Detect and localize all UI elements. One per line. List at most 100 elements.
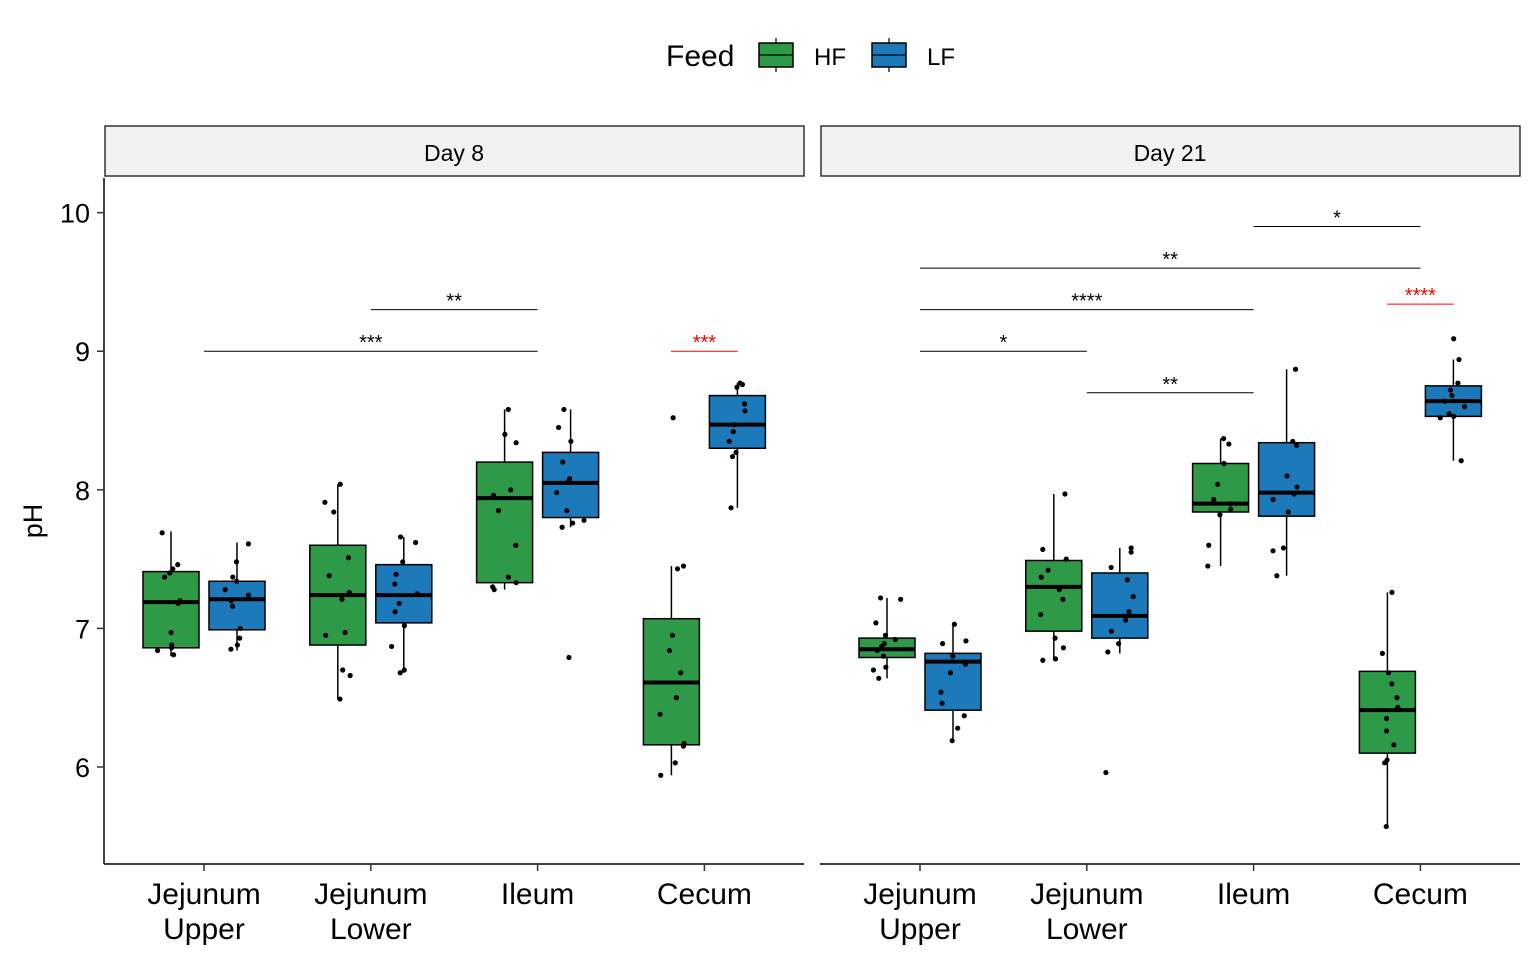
data-point xyxy=(898,596,904,602)
data-point xyxy=(342,629,348,636)
data-point xyxy=(892,636,898,643)
data-point xyxy=(939,641,946,647)
legend: Feed HF LF xyxy=(666,38,955,73)
significance-bracket: **** xyxy=(920,291,1254,313)
significance-label: ** xyxy=(1162,374,1178,396)
data-point xyxy=(1108,628,1114,634)
data-point xyxy=(1290,438,1296,444)
data-point xyxy=(326,573,332,579)
box-hf-cat2 xyxy=(475,406,534,593)
data-point xyxy=(581,517,587,523)
significance-bracket: * xyxy=(1253,208,1421,230)
data-point xyxy=(658,772,664,778)
data-point xyxy=(1442,398,1448,404)
x-tick-label-ileum: Ileum xyxy=(501,878,574,911)
data-point xyxy=(733,449,739,455)
significance-label: ** xyxy=(1162,249,1178,271)
data-point xyxy=(323,632,329,638)
data-point xyxy=(1211,496,1217,503)
data-point xyxy=(1280,545,1287,551)
data-point xyxy=(400,559,406,565)
data-point xyxy=(870,667,877,673)
y-tick-label-6: 6 xyxy=(75,753,90,783)
data-point xyxy=(730,429,736,435)
x-tick-label-line: Jejunum xyxy=(147,878,260,911)
data-point xyxy=(560,459,566,465)
significance-bracket: ** xyxy=(920,249,1421,271)
data-point xyxy=(955,725,961,731)
data-point xyxy=(880,653,887,659)
box-hf-cat2 xyxy=(1191,435,1250,569)
data-point xyxy=(175,600,181,607)
data-point xyxy=(554,489,560,496)
data-point xyxy=(1226,441,1232,447)
x-tick-label-ileum: Ileum xyxy=(1217,878,1290,911)
data-point xyxy=(1291,491,1297,497)
data-point xyxy=(337,481,343,487)
data-point xyxy=(490,492,497,498)
box-lf-cat0 xyxy=(208,541,266,652)
y-tick-label-7: 7 xyxy=(75,614,90,644)
data-point xyxy=(1103,769,1109,776)
data-point xyxy=(938,689,944,695)
data-point xyxy=(1040,657,1046,663)
data-point xyxy=(1383,715,1390,722)
box-body xyxy=(708,394,767,449)
data-point xyxy=(228,598,234,604)
significance-bracket: *** xyxy=(204,332,538,354)
data-point xyxy=(1379,650,1386,656)
y-tick-label-9: 9 xyxy=(75,337,90,367)
data-point xyxy=(322,499,328,505)
x-tick-label-jejunum-upper: Jejunum Upper xyxy=(863,878,976,946)
data-point xyxy=(1228,506,1234,512)
data-point xyxy=(1128,545,1134,551)
data-point xyxy=(739,381,746,388)
data-point xyxy=(169,645,175,651)
data-point xyxy=(1122,617,1129,623)
data-point xyxy=(1383,728,1390,734)
data-point xyxy=(1292,366,1299,372)
data-point xyxy=(1447,387,1453,393)
facet-label-day-21: Day 21 xyxy=(1134,140,1207,166)
data-point xyxy=(566,654,572,661)
data-point xyxy=(340,667,346,673)
data-point xyxy=(389,643,395,650)
data-point xyxy=(234,642,240,648)
significance-label: *** xyxy=(693,332,717,354)
facet-strip-day-8 xyxy=(104,125,805,177)
data-point xyxy=(491,587,497,593)
data-point xyxy=(505,406,511,413)
x-tick-label-line: Jejunum xyxy=(1030,878,1143,911)
data-point xyxy=(570,520,576,526)
data-point xyxy=(731,422,737,428)
data-point xyxy=(175,562,181,568)
data-point xyxy=(1385,670,1392,676)
data-point xyxy=(339,596,345,602)
data-point xyxy=(413,539,419,546)
data-point xyxy=(162,574,168,580)
legend-key-lf xyxy=(871,38,907,72)
data-point xyxy=(674,566,681,572)
data-point xyxy=(245,541,252,547)
box-lf-cat2 xyxy=(1257,366,1316,579)
data-point xyxy=(726,438,732,444)
data-point xyxy=(1227,501,1233,507)
data-point xyxy=(877,595,884,601)
data-point xyxy=(882,632,889,638)
data-point xyxy=(495,508,502,514)
data-point xyxy=(728,505,734,511)
x-tick-label-line: Upper xyxy=(163,913,245,946)
box-hf-cat1 xyxy=(1025,491,1083,663)
data-point xyxy=(513,580,519,586)
x-tick-label-jejunum-lower: Jejunum Lower xyxy=(1030,878,1143,946)
data-point xyxy=(513,440,519,446)
significance-label: **** xyxy=(1405,285,1436,307)
data-point xyxy=(347,672,353,679)
data-point xyxy=(245,592,252,598)
box-lf-cat2 xyxy=(541,406,600,661)
data-point xyxy=(565,478,571,485)
data-point xyxy=(401,667,407,673)
data-point xyxy=(564,508,570,514)
